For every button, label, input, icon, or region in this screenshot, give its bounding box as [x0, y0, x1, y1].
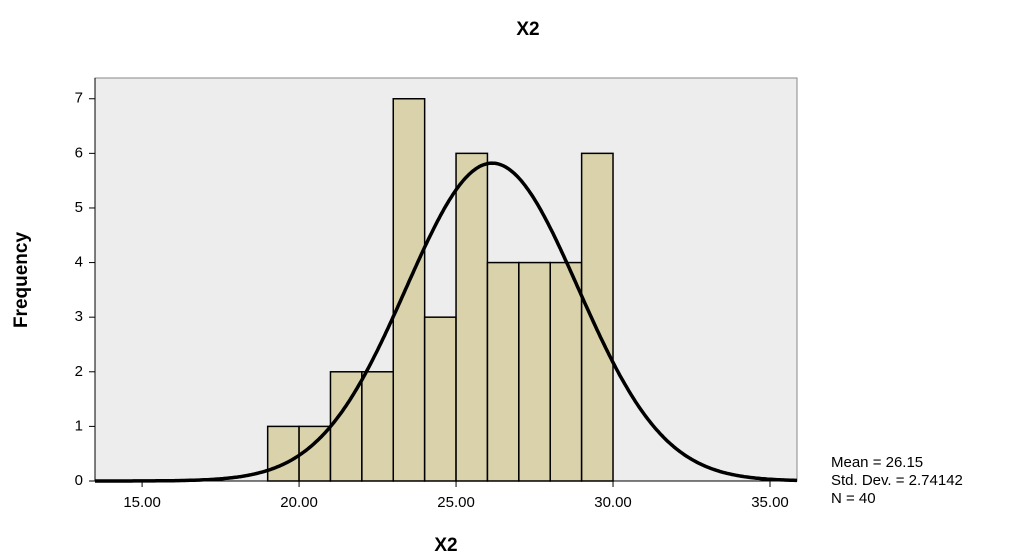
normal-curve — [95, 161, 797, 483]
x-axis-label: X2 — [434, 535, 457, 556]
bar — [392, 98, 426, 482]
x-tick-label: 20.00 — [280, 494, 318, 511]
y-tick-label: 3 — [75, 308, 83, 325]
y-tick-label: 1 — [75, 417, 83, 434]
bar — [486, 261, 520, 482]
bar — [361, 371, 395, 482]
chart-title: X2 — [516, 19, 539, 40]
y-tick-label: 6 — [75, 144, 83, 161]
y-tick-label: 2 — [75, 363, 83, 380]
x-tick-label: 35.00 — [751, 494, 789, 511]
bar — [580, 152, 614, 482]
y-tick-label: 5 — [75, 199, 83, 216]
bar — [423, 316, 457, 482]
bar — [549, 261, 583, 482]
y-tick-label: 4 — [75, 254, 83, 271]
bar — [266, 425, 300, 482]
y-axis-label: Frequency — [11, 232, 32, 329]
x-tick-label: 25.00 — [437, 494, 475, 511]
stats-text: Mean = 26.15 — [831, 454, 923, 471]
stats-text: N = 40 — [831, 490, 876, 507]
bar — [518, 261, 551, 482]
y-tick-label: 7 — [75, 90, 83, 107]
y-tick-label: 0 — [75, 472, 83, 489]
bar — [455, 152, 489, 482]
x-tick-label: 15.00 — [123, 494, 161, 511]
stats-text: Std. Dev. = 2.74142 — [831, 472, 963, 489]
x-tick-label: 30.00 — [594, 494, 632, 511]
